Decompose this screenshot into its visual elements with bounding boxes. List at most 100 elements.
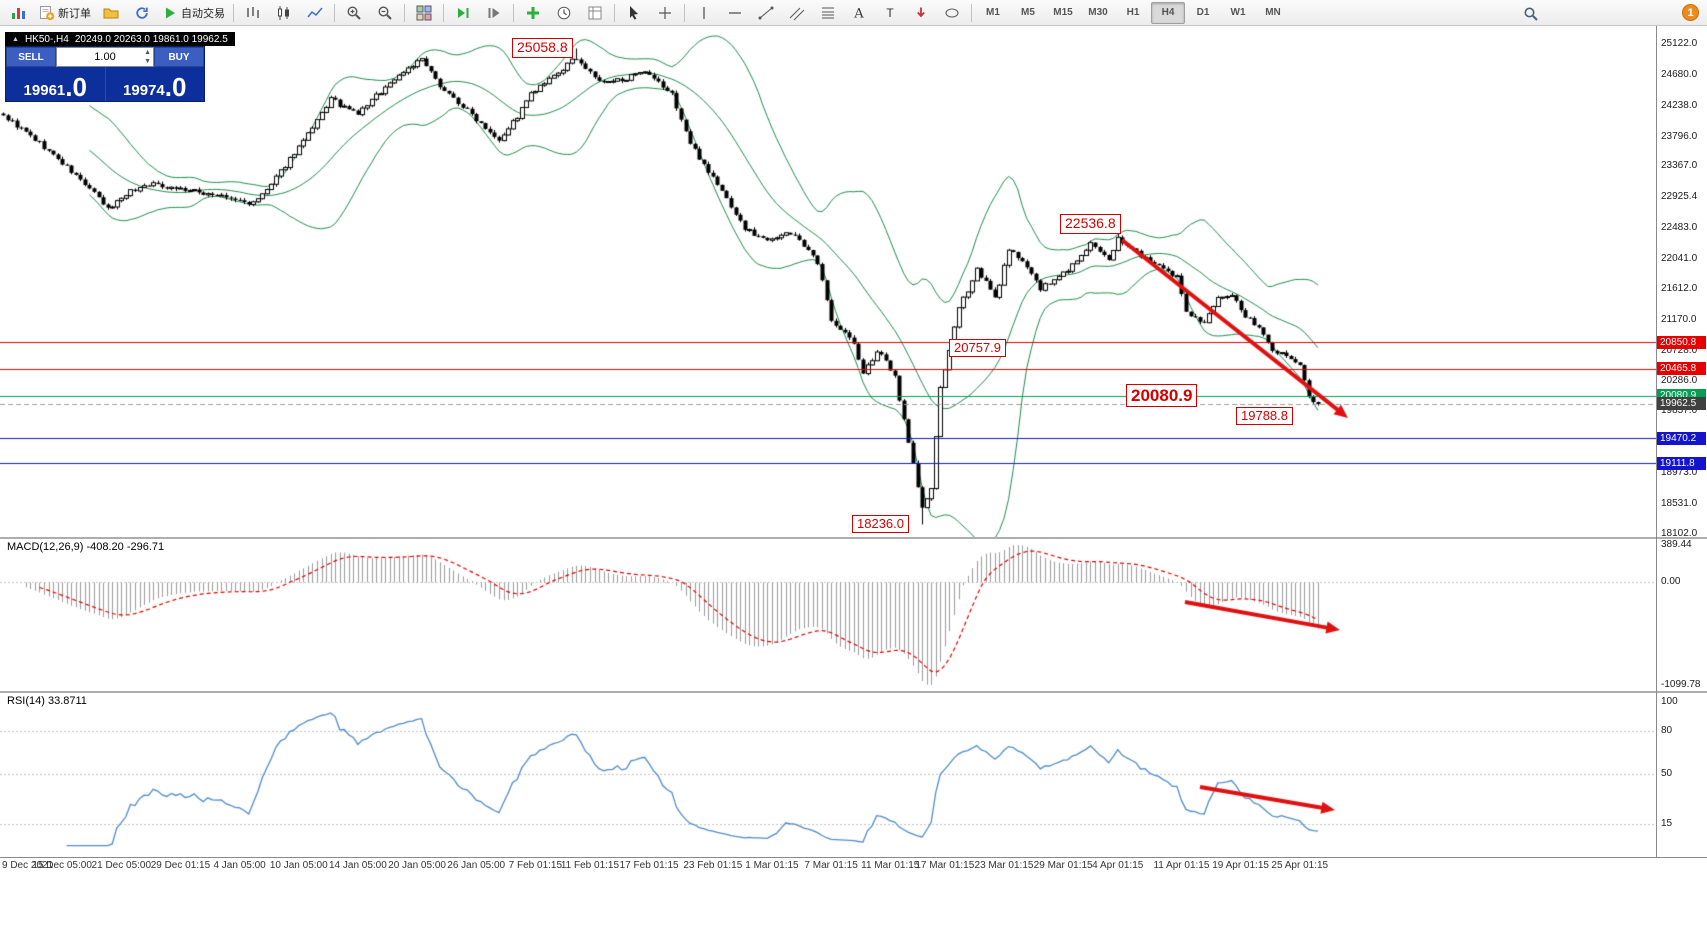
channel-tool-button[interactable]	[782, 1, 812, 25]
textA-icon: A	[851, 5, 867, 21]
zoom-out-button[interactable]	[370, 1, 400, 25]
refresh-data-button[interactable]	[127, 1, 157, 25]
sell-button[interactable]: SELL	[6, 47, 56, 67]
time-axis-label: 11 Mar 01:15	[861, 860, 920, 871]
toolbar-separator	[443, 3, 444, 22]
time-axis-label: 23 Feb 01:15	[683, 860, 743, 871]
toolbar-separator	[334, 3, 335, 22]
price-scale-label: 25122.0	[1661, 38, 1698, 49]
period-settings-button[interactable]	[549, 1, 579, 25]
rsi-panel-canvas[interactable]	[0, 693, 1656, 857]
tile-windows-button[interactable]	[409, 1, 439, 25]
time-axis-line	[0, 857, 1707, 858]
time-axis-label: 11 Apr 01:15	[1153, 860, 1210, 871]
vertical-line-tool-button[interactable]	[689, 1, 719, 25]
zoom-in-icon	[346, 5, 362, 21]
trendline-tool-button[interactable]	[751, 1, 781, 25]
timeframe-m30-button[interactable]: M30	[1088, 7, 1108, 18]
price-scale-label: 19857.0	[1661, 405, 1698, 417]
timeframe-d1-button[interactable]: D1	[1196, 7, 1210, 18]
fibo-icon	[820, 5, 836, 21]
fibonacci-tool-button[interactable]	[813, 1, 843, 25]
timeframe-m5-button[interactable]: M5	[1021, 7, 1035, 18]
arrows-tool-button[interactable]	[906, 1, 936, 25]
price-badge: 19470.2	[1657, 431, 1706, 445]
timeframe-m1-button[interactable]: M1	[986, 7, 1000, 18]
toolbar-separator	[233, 3, 234, 22]
panel-separator[interactable]	[0, 691, 1707, 693]
price-badge: 20080.9	[1657, 389, 1706, 403]
auto-trading-button[interactable]: 自动交易	[158, 1, 229, 25]
zoom-in-button[interactable]	[339, 1, 369, 25]
crosshair-icon	[657, 5, 673, 21]
time-axis-label: 4 Apr 01:15	[1092, 860, 1144, 871]
time-axis-label: 26 Jan 05:00	[447, 860, 506, 871]
linechart-icon	[307, 5, 323, 21]
notification-badge[interactable]: 1	[1682, 4, 1699, 21]
templates-button[interactable]	[580, 1, 610, 25]
price-scale-label: 24680.0	[1661, 68, 1698, 80]
price-badge: 19111.8	[1657, 456, 1706, 470]
refresh-icon	[134, 5, 150, 21]
price-scale-label: 18531.0	[1661, 497, 1698, 509]
line-chart-mode-button[interactable]	[300, 1, 330, 25]
svg-text:T: T	[886, 6, 894, 20]
toolbar-separator	[614, 3, 615, 22]
price-scale-label: 24238.0	[1661, 99, 1698, 111]
timeframe-m15-button[interactable]: M15	[1053, 7, 1073, 18]
price-scale-label: 21612.0	[1661, 282, 1698, 294]
horizontal-line-tool-button[interactable]	[720, 1, 750, 25]
buy-button[interactable]: BUY	[154, 47, 204, 67]
labelT-icon: T	[882, 5, 898, 21]
timeframe-h4-button[interactable]: H4	[1151, 1, 1185, 24]
macd-scale-label: 0.00	[1661, 576, 1681, 587]
macd-panel-canvas[interactable]	[0, 539, 1656, 691]
channel-icon	[789, 5, 805, 21]
timeframe-mn-button[interactable]: MN	[1265, 7, 1281, 18]
template-icon	[587, 5, 603, 21]
time-axis-label: 29 Mar 01:15	[1033, 860, 1093, 871]
new-chart-button[interactable]	[4, 1, 34, 25]
volume-stepper[interactable]: ▲ ▼	[144, 49, 151, 65]
arrowmark-icon	[913, 5, 929, 21]
sell-price[interactable]: 19961.0	[23, 71, 87, 102]
price-scale-label: 19415.8	[1661, 436, 1698, 448]
candlestick-mode-button[interactable]	[269, 1, 299, 25]
bar-chart-mode-button[interactable]	[238, 1, 268, 25]
insert-indicator-button[interactable]	[518, 1, 548, 25]
time-axis-label: 11 Feb 01:15	[560, 860, 620, 871]
text-tool-button[interactable]: A	[844, 1, 874, 25]
cursor-tool-button[interactable]	[619, 1, 649, 25]
label-tool-button[interactable]: T	[875, 1, 905, 25]
timeframe-w1-button[interactable]: W1	[1230, 7, 1246, 18]
toolbar-separator	[513, 3, 514, 22]
clock-icon	[556, 5, 572, 21]
volume-input[interactable]: 1.00 ▲ ▼	[56, 47, 154, 67]
chart-shift-button[interactable]	[479, 1, 509, 25]
rsi-label: RSI(14) 33.8711	[7, 695, 87, 707]
time-axis-label: 10 Jan 05:00	[269, 860, 328, 871]
profiles-button[interactable]	[96, 1, 126, 25]
ellipse-icon	[944, 5, 960, 21]
timeframe-h1-button[interactable]: H1	[1126, 7, 1140, 18]
new-order-button[interactable]: 新订单	[35, 1, 95, 25]
buy-price[interactable]: 19974.0	[123, 71, 187, 102]
time-axis-label: 9 Dec 2021	[2, 860, 54, 871]
symbol-title: HK50-,H4	[24, 33, 69, 45]
panel-separator[interactable]	[0, 537, 1707, 539]
main-chart-canvas[interactable]	[0, 26, 1656, 537]
rsi-scale-label: 50	[1661, 768, 1673, 780]
search-button[interactable]	[1516, 2, 1546, 26]
candles-icon	[276, 5, 292, 21]
crosshair-tool-button[interactable]	[650, 1, 680, 25]
profiles-icon	[103, 5, 119, 21]
toolbar-separator	[971, 3, 972, 22]
auto-scroll-button[interactable]	[448, 1, 478, 25]
macd-scale-label: 389.44	[1661, 539, 1692, 550]
hline-icon	[727, 5, 743, 21]
shapes-tool-button[interactable]	[937, 1, 967, 25]
price-scale-label: 20286.0	[1661, 375, 1698, 387]
time-axis-label: 20 Jan 05:00	[388, 860, 446, 871]
rsi-scale-label: 80	[1661, 725, 1673, 737]
